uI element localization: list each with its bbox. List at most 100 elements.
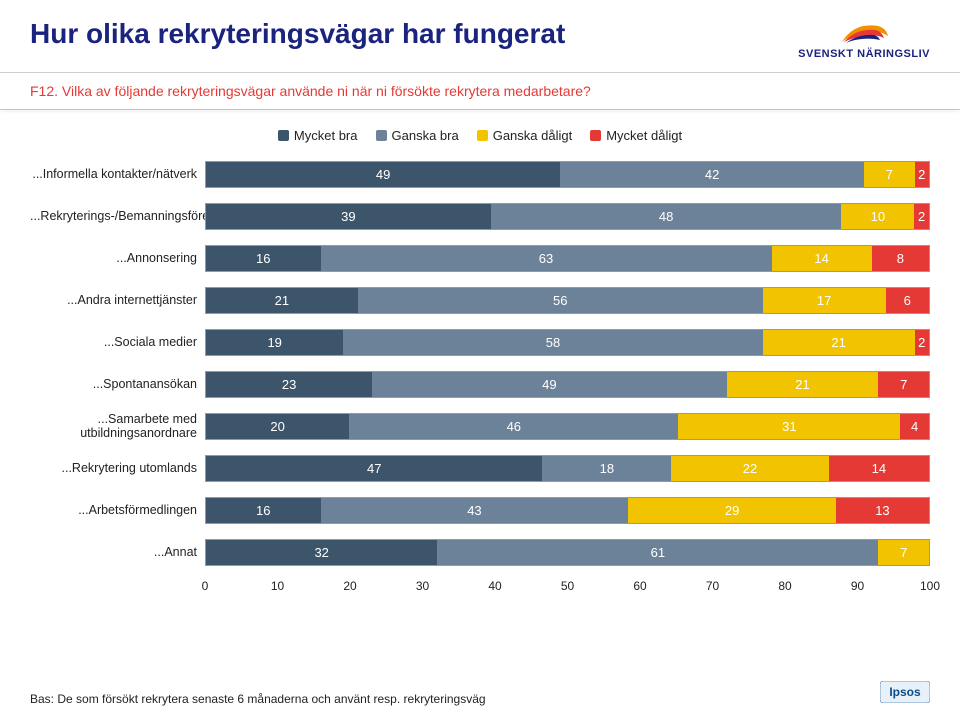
legend-label: Ganska bra xyxy=(392,128,459,143)
bar-segment: 20 xyxy=(206,414,349,439)
bar-segment: 32 xyxy=(206,540,437,565)
bar-segment: 2 xyxy=(914,204,929,229)
ipsos-logo: Ipsos xyxy=(880,681,930,706)
legend-item: Ganska dåligt xyxy=(477,128,573,143)
axis-tick: 60 xyxy=(633,579,646,593)
bar-segment: 14 xyxy=(772,246,872,271)
flame-icon xyxy=(836,18,892,48)
bar-segment: 4 xyxy=(900,414,929,439)
chart-row: ...Spontanansökan2349217 xyxy=(30,363,930,405)
row-bar: 47182214 xyxy=(205,455,930,482)
bar-segment: 63 xyxy=(321,246,772,271)
footer: Bas: De som försökt rekrytera senaste 6 … xyxy=(30,681,930,706)
row-label: ...Spontanansökan xyxy=(30,377,205,391)
chart-row: ...Rekrytering utomlands47182214 xyxy=(30,447,930,489)
logo: SVENSKT NÄRINGSLIV xyxy=(798,18,930,60)
row-label: ...Rekrytering utomlands xyxy=(30,461,205,475)
bar-segment: 6 xyxy=(886,288,929,313)
bar-segment: 23 xyxy=(206,372,372,397)
legend-label: Ganska dåligt xyxy=(493,128,573,143)
row-label: ...Andra internettjänster xyxy=(30,293,205,307)
chart-row: ...Annonsering1663148 xyxy=(30,237,930,279)
axis-tick: 50 xyxy=(561,579,574,593)
bar-segment: 29 xyxy=(628,498,836,523)
axis-tick: 10 xyxy=(271,579,284,593)
bar-segment: 22 xyxy=(671,456,828,481)
chart-row: ...Samarbete med utbildningsanordnare204… xyxy=(30,405,930,447)
bar-segment: 49 xyxy=(372,372,726,397)
bar-segment: 10 xyxy=(841,204,914,229)
axis-tick: 30 xyxy=(416,579,429,593)
bar-segment: 39 xyxy=(206,204,491,229)
header: Hur olika rekryteringsvägar har fungerat… xyxy=(0,0,960,68)
bar-segment: 2 xyxy=(915,162,929,187)
axis-tick: 80 xyxy=(778,579,791,593)
chart-row: ...Sociala medier1958212 xyxy=(30,321,930,363)
chart-row: ...Andra internettjänster2156176 xyxy=(30,279,930,321)
bar-segment: 8 xyxy=(872,246,929,271)
row-bar: 2156176 xyxy=(205,287,930,314)
row-bar: 2349217 xyxy=(205,371,930,398)
x-axis: 0102030405060708090100 xyxy=(30,579,930,597)
bar-segment: 46 xyxy=(349,414,678,439)
row-label: ...Rekryterings-/Bemanningsföretag xyxy=(30,209,205,223)
bar-segment: 56 xyxy=(358,288,763,313)
row-bar: 32617 xyxy=(205,539,930,566)
axis-tick: 40 xyxy=(488,579,501,593)
bar-segment: 7 xyxy=(878,540,929,565)
subtitle: F12. Vilka av följande rekryteringsvägar… xyxy=(30,83,930,99)
row-bar: 1958212 xyxy=(205,329,930,356)
row-bar: 494272 xyxy=(205,161,930,188)
axis-tick: 0 xyxy=(202,579,209,593)
bar-segment: 16 xyxy=(206,246,321,271)
logo-text: SVENSKT NÄRINGSLIV xyxy=(798,48,930,60)
bar-segment: 21 xyxy=(206,288,358,313)
legend-swatch xyxy=(477,130,488,141)
bar-segment: 7 xyxy=(878,372,929,397)
row-bar: 16432913 xyxy=(205,497,930,524)
row-label: ...Annat xyxy=(30,545,205,559)
bar-segment: 16 xyxy=(206,498,321,523)
bar-segment: 19 xyxy=(206,330,343,355)
page-title: Hur olika rekryteringsvägar har fungerat xyxy=(30,18,565,50)
axis-tick: 70 xyxy=(706,579,719,593)
bar-segment: 21 xyxy=(763,330,915,355)
bar-segment: 42 xyxy=(560,162,864,187)
legend-swatch xyxy=(590,130,601,141)
chart-row: ...Informella kontakter/nätverk494272 xyxy=(30,153,930,195)
legend: Mycket bra Ganska bra Ganska dåligt Mycket … xyxy=(0,110,960,153)
chart-row: ...Annat32617 xyxy=(30,531,930,573)
bar-segment: 17 xyxy=(763,288,886,313)
legend-swatch xyxy=(278,130,289,141)
legend-label: Mycket bra xyxy=(294,128,358,143)
bar-segment: 13 xyxy=(836,498,929,523)
subtitle-bar: F12. Vilka av följande rekryteringsvägar… xyxy=(0,72,960,110)
axis-tick: 90 xyxy=(851,579,864,593)
bar-segment: 48 xyxy=(491,204,842,229)
legend-swatch xyxy=(376,130,387,141)
bar-segment: 14 xyxy=(829,456,929,481)
bar-segment: 47 xyxy=(206,456,542,481)
legend-item: Ganska bra xyxy=(376,128,459,143)
chart-row: ...Arbetsförmedlingen16432913 xyxy=(30,489,930,531)
bar-segment: 43 xyxy=(321,498,629,523)
bar-segment: 58 xyxy=(343,330,762,355)
row-label: ...Sociala medier xyxy=(30,335,205,349)
svg-text:Ipsos: Ipsos xyxy=(889,685,921,699)
row-label: ...Samarbete med utbildningsanordnare xyxy=(30,412,205,441)
bar-segment: 7 xyxy=(864,162,915,187)
chart: ...Informella kontakter/nätverk494272...… xyxy=(0,153,960,597)
row-bar: 2046314 xyxy=(205,413,930,440)
legend-item: Mycket dåligt xyxy=(590,128,682,143)
ipsos-icon: Ipsos xyxy=(880,681,930,703)
legend-item: Mycket bra xyxy=(278,128,358,143)
axis-tick: 100 xyxy=(920,579,940,593)
bar-segment: 49 xyxy=(206,162,560,187)
legend-label: Mycket dåligt xyxy=(606,128,682,143)
chart-row: ...Rekryterings-/Bemanningsföretag394810… xyxy=(30,195,930,237)
row-bar: 3948102 xyxy=(205,203,930,230)
bar-segment: 31 xyxy=(678,414,900,439)
bar-segment: 21 xyxy=(727,372,879,397)
row-bar: 1663148 xyxy=(205,245,930,272)
axis-tick: 20 xyxy=(343,579,356,593)
